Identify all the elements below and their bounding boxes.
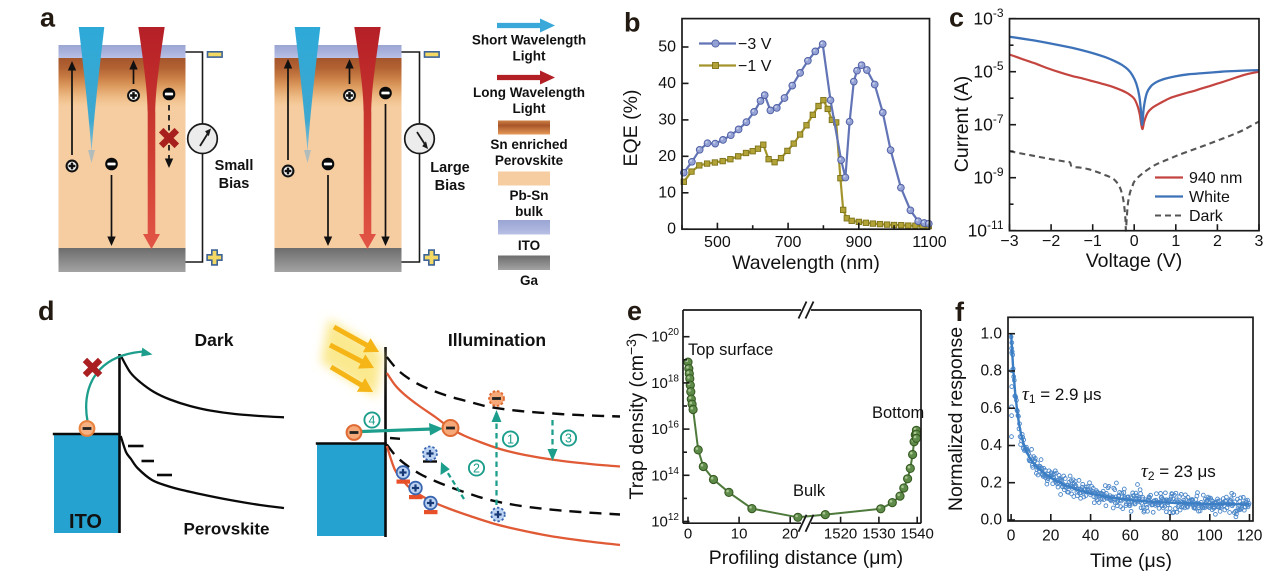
svg-text:0: 0 [1130, 233, 1139, 250]
svg-text:0: 0 [684, 526, 692, 543]
svg-text:1.0: 1.0 [980, 325, 1002, 342]
svg-text:10: 10 [731, 526, 748, 543]
svg-text:Bias: Bias [435, 178, 466, 194]
svg-text:500: 500 [704, 234, 731, 251]
svg-text:700: 700 [775, 234, 802, 251]
svg-text:Time (μs): Time (μs) [1090, 550, 1172, 572]
svg-text:White: White [1189, 189, 1230, 206]
svg-text:Ga: Ga [520, 273, 539, 288]
svg-text:0: 0 [667, 221, 676, 238]
svg-text:0.0: 0.0 [980, 512, 1002, 529]
svg-text:d: d [38, 296, 55, 326]
svg-text:Perovskite: Perovskite [184, 520, 270, 539]
svg-text:40: 40 [1082, 527, 1100, 544]
svg-text:Trap density (cm−3): Trap density (cm−3) [623, 333, 648, 500]
svg-text:1540: 1540 [901, 526, 934, 543]
svg-text:EQE (%): EQE (%) [620, 90, 642, 167]
svg-text:20: 20 [782, 526, 799, 543]
svg-text:0.6: 0.6 [980, 400, 1002, 417]
svg-text:−1: −1 [1084, 233, 1102, 250]
svg-text:Dark: Dark [1189, 208, 1224, 225]
svg-text:e: e [627, 296, 642, 326]
svg-text:10: 10 [658, 184, 676, 201]
svg-text:Long Wavelength: Long Wavelength [473, 85, 585, 100]
svg-text:ITO: ITO [69, 511, 102, 533]
svg-text:40: 40 [658, 75, 676, 92]
svg-text:2: 2 [1213, 233, 1222, 250]
svg-text:Pb-Sn: Pb-Sn [510, 188, 549, 203]
svg-text:Wavelength (nm): Wavelength (nm) [732, 252, 880, 274]
svg-text:20: 20 [1042, 527, 1060, 544]
svg-text:a: a [40, 3, 56, 33]
svg-text:120: 120 [1237, 527, 1263, 544]
svg-text:Short Wavelength: Short Wavelength [472, 33, 586, 48]
svg-text:τ1 = 2.9 μs: τ1 = 2.9 μs [1022, 384, 1102, 406]
svg-text:0.4: 0.4 [980, 437, 1002, 454]
svg-text:80: 80 [1161, 527, 1179, 544]
svg-text:2: 2 [473, 462, 480, 476]
svg-text:Profiling distance (μm): Profiling distance (μm) [709, 547, 903, 569]
svg-text:1: 1 [507, 433, 514, 447]
svg-text:Top surface: Top surface [688, 341, 773, 359]
svg-text:Illumination: Illumination [448, 330, 546, 350]
svg-text:900: 900 [845, 234, 872, 251]
svg-text:Light: Light [513, 101, 546, 116]
svg-text:0: 0 [1007, 527, 1016, 544]
svg-text:f: f [955, 297, 965, 327]
svg-text:b: b [624, 8, 641, 38]
svg-text:1: 1 [1171, 233, 1180, 250]
svg-text:Bottom: Bottom [872, 404, 924, 422]
svg-text:bulk: bulk [515, 204, 543, 219]
svg-text:Dark: Dark [195, 330, 234, 350]
svg-text:60: 60 [1122, 527, 1140, 544]
svg-text:30: 30 [658, 111, 676, 128]
svg-text:0.2: 0.2 [980, 474, 1002, 491]
svg-text:Sn enriched: Sn enriched [490, 137, 567, 152]
svg-text:Voltage (V): Voltage (V) [1086, 250, 1182, 272]
svg-text:100: 100 [1197, 527, 1223, 544]
svg-text:940 nm: 940 nm [1189, 170, 1242, 187]
svg-text:1530: 1530 [862, 526, 895, 543]
svg-text:−2: −2 [1042, 233, 1060, 250]
svg-text:ITO: ITO [518, 238, 540, 253]
svg-text:Perovskite: Perovskite [495, 153, 564, 168]
svg-text:1100: 1100 [912, 234, 947, 251]
svg-text:4: 4 [369, 414, 376, 428]
svg-text:Large: Large [430, 160, 470, 176]
svg-text:Bulk: Bulk [793, 482, 826, 500]
svg-text:τ2 = 23 μs: τ2 = 23 μs [1141, 461, 1216, 483]
svg-text:−3 V: −3 V [738, 36, 772, 53]
svg-text:3: 3 [1255, 233, 1264, 250]
svg-text:0.8: 0.8 [980, 363, 1002, 380]
svg-text:Light: Light [513, 49, 546, 64]
svg-text:20: 20 [658, 148, 676, 165]
svg-text:1520: 1520 [824, 526, 857, 543]
svg-text:c: c [949, 3, 964, 33]
svg-text:50: 50 [658, 39, 676, 56]
svg-text:Current (A): Current (A) [951, 76, 973, 172]
svg-text:Small: Small [215, 158, 254, 174]
svg-text:Normalized response: Normalized response [945, 327, 967, 511]
svg-text:3: 3 [565, 432, 572, 446]
svg-text:Bias: Bias [219, 176, 250, 192]
svg-text:−3: −3 [1000, 233, 1018, 250]
svg-text:−1 V: −1 V [738, 58, 772, 75]
